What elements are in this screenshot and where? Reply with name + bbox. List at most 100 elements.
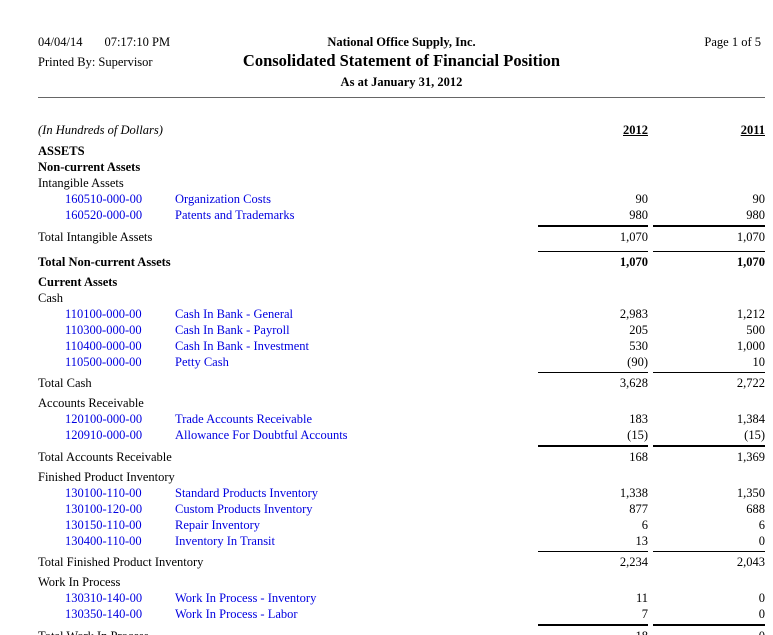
- group-label: Cash: [38, 291, 63, 305]
- amount-2011: 980: [746, 208, 765, 222]
- account-code-link[interactable]: 110400-000-00: [65, 339, 142, 353]
- amount-2012: (90): [627, 355, 648, 369]
- amount-2011: 688: [746, 502, 765, 516]
- account-name-link[interactable]: Trade Accounts Receivable: [175, 412, 312, 426]
- account-name-link[interactable]: Inventory In Transit: [175, 534, 275, 548]
- account-name-link[interactable]: Work In Process - Inventory: [175, 591, 317, 605]
- amount-2011: (15): [744, 428, 765, 442]
- amount-2011: 90: [752, 192, 766, 206]
- account-name-link[interactable]: Organization Costs: [175, 192, 271, 206]
- total-2011: 2,722: [653, 372, 765, 391]
- column-year-2011: 2011: [740, 123, 765, 137]
- printed-by-value: Supervisor: [98, 55, 153, 69]
- account-name-link[interactable]: Allowance For Doubtful Accounts: [175, 428, 348, 442]
- total-noncurrent-2012: 1,070: [538, 251, 648, 270]
- total-label: Total Finished Product Inventory: [38, 555, 204, 569]
- account-row: 130150-110-00 Repair Inventory 6 6: [38, 517, 765, 533]
- total-2012: 3,628: [538, 372, 648, 391]
- section-heading-row: ASSETS: [38, 143, 765, 159]
- account-code-link[interactable]: 130100-120-00: [65, 502, 143, 516]
- amount-2012: 6: [641, 518, 648, 532]
- account-code-link[interactable]: 130400-110-00: [65, 534, 142, 548]
- total-2012: 18: [538, 624, 648, 635]
- printed-by-label: Printed By:: [38, 55, 96, 69]
- group-label: Work In Process: [38, 575, 121, 589]
- account-code-link[interactable]: 130350-140-00: [65, 607, 143, 621]
- group-label-row: Work In Process: [38, 574, 765, 590]
- account-row: 110300-000-00 Cash In Bank - Payroll 205…: [38, 322, 765, 338]
- account-name-link[interactable]: Custom Products Inventory: [175, 502, 313, 516]
- amount-2011: 1,212: [736, 307, 765, 321]
- account-code-link[interactable]: 110500-000-00: [65, 355, 142, 369]
- amount-2012: (15): [627, 428, 648, 442]
- group-label: Accounts Receivable: [38, 396, 144, 410]
- group-accounts-receivable: Accounts Receivable 120100-000-00 Trade …: [38, 395, 765, 465]
- group-intangible-assets: Intangible Assets 160510-000-00 Organiza…: [38, 175, 765, 245]
- group-label: Finished Product Inventory: [38, 470, 175, 484]
- total-2011: 1,369: [653, 445, 765, 465]
- account-name-link[interactable]: Repair Inventory: [175, 518, 261, 532]
- account-name-link[interactable]: Cash In Bank - Investment: [175, 339, 310, 353]
- amount-2012: 2,983: [619, 307, 648, 321]
- report-header: 04/04/14 07:17:10 PM National Office Supp…: [38, 34, 765, 98]
- amount-2011: 10: [752, 355, 766, 369]
- account-row: 130100-120-00 Custom Products Inventory …: [38, 501, 765, 517]
- print-date: 04/04/14: [38, 35, 83, 49]
- account-code-link[interactable]: 130100-110-00: [65, 486, 142, 500]
- account-code-link[interactable]: 160520-000-00: [65, 208, 143, 222]
- account-row: 130100-110-00 Standard Products Inventor…: [38, 485, 765, 501]
- account-code-link[interactable]: 110300-000-00: [65, 323, 142, 337]
- section-heading-row: Non-current Assets: [38, 159, 765, 175]
- header-row-1: 04/04/14 07:17:10 PM National Office Supp…: [38, 34, 765, 51]
- account-code-link[interactable]: 120910-000-00: [65, 428, 143, 442]
- account-code-link[interactable]: 130150-110-00: [65, 518, 142, 532]
- group-finished-product-inventory: Finished Product Inventory 130100-110-00…: [38, 469, 765, 570]
- account-row: 110400-000-00 Cash In Bank - Investment …: [38, 338, 765, 354]
- account-code-link[interactable]: 120100-000-00: [65, 412, 143, 426]
- amount-2012: 980: [629, 208, 648, 222]
- assets-heading: ASSETS: [38, 144, 85, 158]
- account-row: 130310-140-00 Work In Process - Inventor…: [38, 590, 765, 606]
- column-year-2012: 2012: [623, 123, 648, 137]
- total-label: Total Work In Process: [38, 628, 538, 635]
- amount-2012: 1,338: [619, 486, 648, 500]
- group-total-row: Total Work In Process 18 0: [38, 622, 765, 635]
- group-label-row: Intangible Assets: [38, 175, 765, 191]
- group-work-in-process: Work In Process 130310-140-00 Work In Pr…: [38, 574, 765, 635]
- total-noncurrent-2011: 1,070: [653, 251, 765, 270]
- account-name-link[interactable]: Cash In Bank - General: [175, 307, 294, 321]
- account-code-link[interactable]: 130310-140-00: [65, 591, 143, 605]
- units-note: (In Hundreds of Dollars): [38, 123, 163, 137]
- account-code-link[interactable]: 160510-000-00: [65, 192, 143, 206]
- amount-2012: 530: [629, 339, 648, 353]
- amount-2012: 7: [641, 607, 648, 621]
- total-2012: 2,234: [538, 551, 648, 570]
- amount-2011: 0: [758, 607, 765, 621]
- total-noncurrent-row: Total Non-current Assets 1,070 1,070: [38, 249, 765, 270]
- header-divider: [38, 97, 765, 98]
- amount-2012: 90: [635, 192, 649, 206]
- account-name-link[interactable]: Petty Cash: [175, 355, 229, 369]
- account-name-link[interactable]: Cash In Bank - Payroll: [175, 323, 290, 337]
- account-row: 160520-000-00 Patents and Trademarks 980…: [38, 207, 765, 223]
- account-code-link[interactable]: 110100-000-00: [65, 307, 142, 321]
- account-name-link[interactable]: Patents and Trademarks: [175, 208, 295, 222]
- current-assets-heading: Current Assets: [38, 275, 118, 289]
- print-datetime: 04/04/14 07:17:10 PM: [38, 34, 170, 51]
- total-2012: 1,070: [538, 225, 648, 245]
- account-row: 120910-000-00 Allowance For Doubtful Acc…: [38, 427, 765, 443]
- account-name-link[interactable]: Work In Process - Labor: [175, 607, 298, 621]
- total-label: Total Accounts Receivable: [38, 450, 172, 464]
- column-header-row: (In Hundreds of Dollars) 2012 2011: [38, 122, 765, 138]
- group-total-row: Total Accounts Receivable 168 1,369: [38, 443, 765, 465]
- total-label: Total Cash: [38, 376, 92, 390]
- group-total-row: Total Finished Product Inventory 2,234 2…: [38, 549, 765, 570]
- group-total-row: Total Intangible Assets 1,070 1,070: [38, 223, 765, 245]
- amount-2012: 11: [635, 591, 648, 605]
- group-label: Intangible Assets: [38, 176, 124, 190]
- account-row: 120100-000-00 Trade Accounts Receivable …: [38, 411, 765, 427]
- amount-2011: 1,384: [736, 412, 765, 426]
- account-name-link[interactable]: Standard Products Inventory: [175, 486, 319, 500]
- header-row-2: Printed By: Supervisor Consolidated Stat…: [38, 51, 765, 71]
